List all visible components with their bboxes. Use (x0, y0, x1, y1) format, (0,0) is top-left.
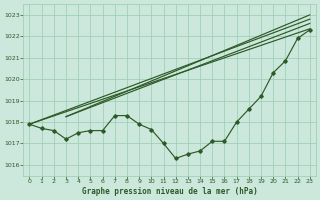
X-axis label: Graphe pression niveau de la mer (hPa): Graphe pression niveau de la mer (hPa) (82, 187, 258, 196)
